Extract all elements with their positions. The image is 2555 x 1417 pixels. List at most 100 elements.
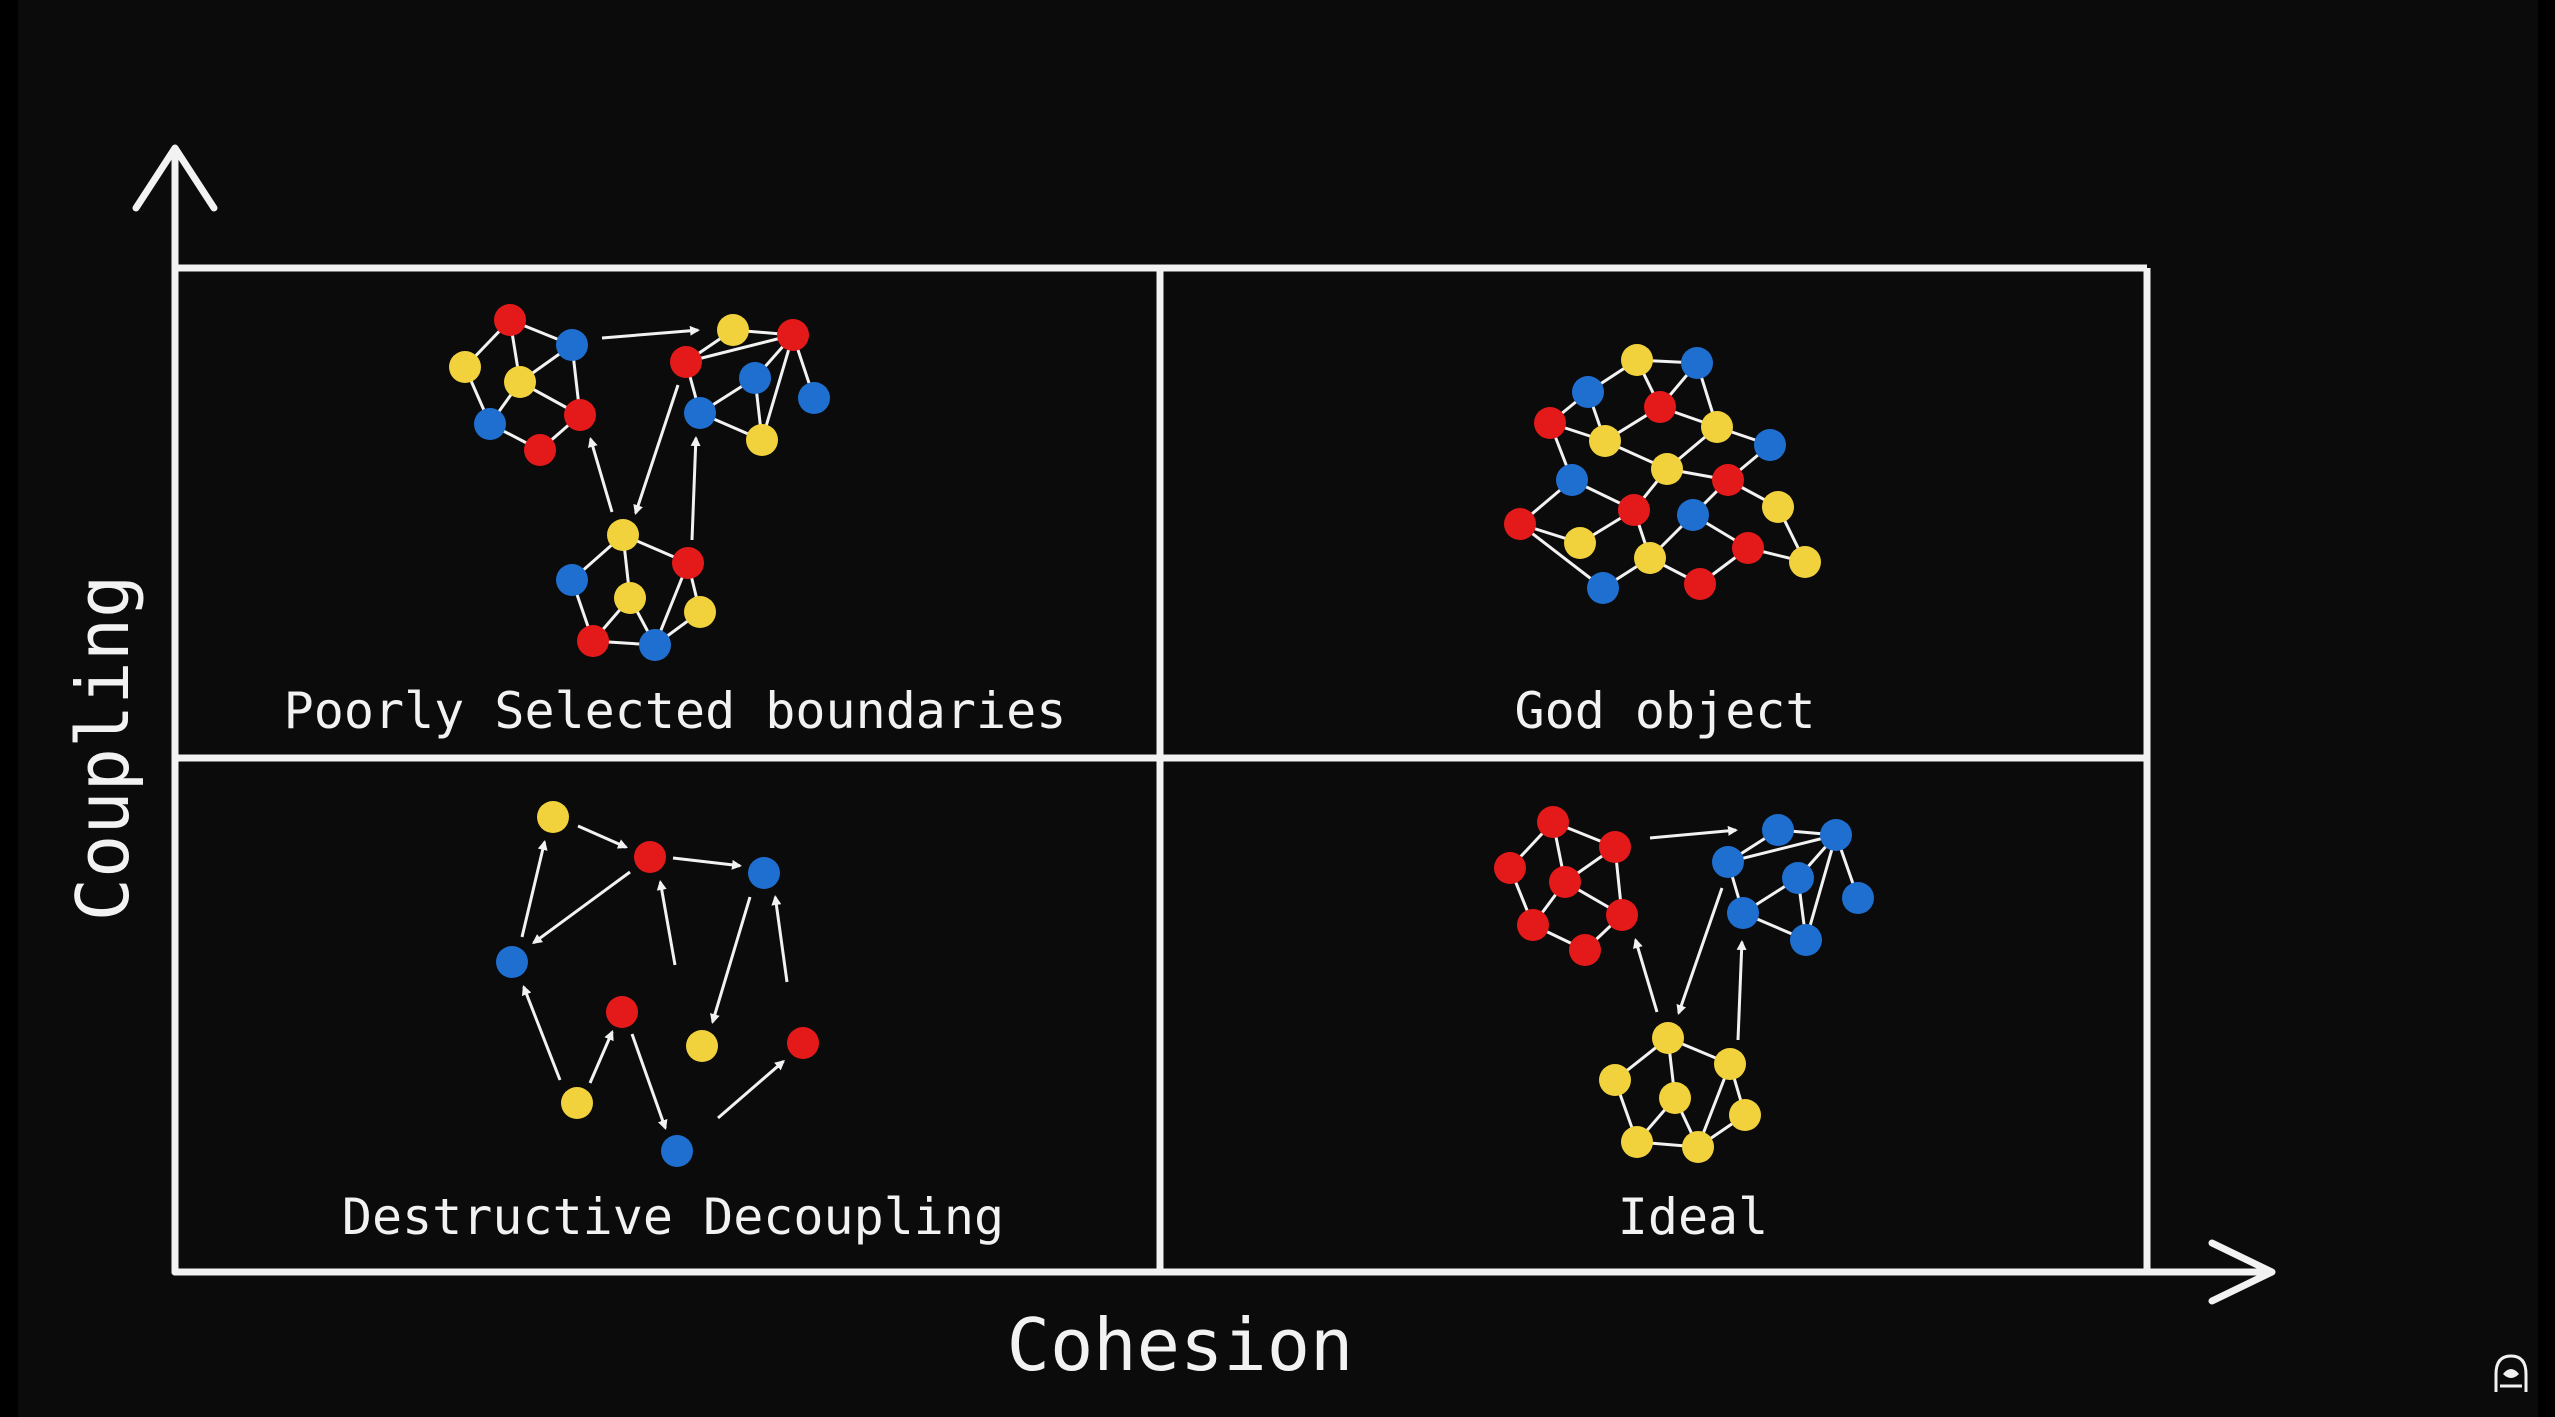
quadrant-label-top-left: Poorly Selected boundaries [284,682,1067,740]
tl-cluster-a-node [556,329,588,361]
dependency-arrow [672,856,742,870]
tl-cluster-c-node [577,625,609,657]
br-cluster-c-node [1729,1099,1761,1131]
tl-cluster-a-node [504,366,536,398]
br-cluster-a-node [1599,831,1631,863]
tl-cluster-a-node [449,351,481,383]
tr-cluster-node [1684,568,1716,600]
tl-cluster-a-node [474,408,506,440]
br-cluster-b-node [1712,846,1744,878]
tr-cluster-edge [1519,522,1604,590]
dependency-arrow [601,325,701,340]
tl-cluster-a-node [564,399,596,431]
dependency-arrow [630,1033,668,1131]
tr-cluster-node [1651,453,1683,485]
tr-cluster-node [1589,425,1621,457]
axes [132,144,2276,1305]
br-cluster-b-node [1762,814,1794,846]
tl-cluster-c-node [672,547,704,579]
dependency-arrow [1649,825,1738,840]
tr-cluster-node [1789,546,1821,578]
quadrant-label-bottom-right: Ideal [1618,1188,1769,1246]
tl-cluster-b-node [684,397,716,429]
dependency-arrow [520,840,548,938]
bl-node [496,946,528,978]
tl-cluster-c-node [607,519,639,551]
tl-cluster-b-node [777,319,809,351]
tr-cluster-node [1681,347,1713,379]
bl-node [634,841,666,873]
dependency-arrow [1736,940,1747,1041]
tr-cluster-node [1754,429,1786,461]
bl-node [561,1087,593,1119]
tl-cluster-b-node [746,424,778,456]
tl-cluster-c-node [639,629,671,661]
br-cluster-a-node [1494,852,1526,884]
tr-cluster-node [1634,542,1666,574]
br-cluster-b-node [1782,862,1814,894]
tr-cluster-node [1534,407,1566,439]
tr-cluster-node [1732,532,1764,564]
dependency-arrow [710,896,752,1024]
tl-cluster-c-node [556,564,588,596]
br-cluster-b-edge [1727,833,1837,864]
tr-cluster-node [1762,491,1794,523]
tr-cluster-node [1677,499,1709,531]
br-cluster-c-node [1621,1126,1653,1158]
tl-cluster-b-node [798,382,830,414]
dependency-arrow [577,824,629,849]
quadrant-label-bottom-left: Destructive Decoupling [342,1188,1004,1246]
dependency-arrow [1676,887,1724,1016]
y-axis-label: Coupling [61,575,145,922]
tr-cluster-node [1556,464,1588,496]
br-cluster-b-node [1820,819,1852,851]
dependency-arrow [690,436,701,541]
br-cluster-c-node [1714,1048,1746,1080]
tl-cluster-b-edge [760,334,795,441]
br-cluster-a-node [1517,909,1549,941]
tr-cluster-node [1621,344,1653,376]
tr-cluster-node [1572,376,1604,408]
tr-cluster-node [1564,527,1596,559]
graphs-layer [449,304,1874,1167]
dependency-arrow [656,879,677,966]
bl-node [537,801,569,833]
br-cluster-a-node [1606,899,1638,931]
tl-cluster-a-node [524,434,556,466]
br-cluster-a-node [1549,866,1581,898]
tr-cluster-node [1701,411,1733,443]
bl-node [661,1135,693,1167]
dependency-arrow [717,1059,785,1120]
br-cluster-b-node [1842,882,1874,914]
br-cluster-b-edge [1804,834,1838,941]
br-cluster-c-node [1652,1022,1684,1054]
y-axis-arrow-icon [132,144,218,212]
tl-cluster-c-node [684,596,716,628]
br-cluster-c-node [1659,1082,1691,1114]
x-axis-label: Cohesion [1007,1303,1354,1387]
tr-cluster-node [1712,464,1744,496]
tr-cluster-node [1504,508,1536,540]
tr-cluster-node [1618,494,1650,526]
diagram-background [18,0,2538,1417]
hooded-figure-icon [2492,1352,2530,1394]
x-axis-arrow-icon [2208,1239,2276,1305]
tl-cluster-b-node [670,346,702,378]
bl-node [606,996,638,1028]
tr-cluster-node [1644,391,1676,423]
dependency-arrow [771,895,789,983]
br-cluster-b-node [1727,897,1759,929]
dependency-arrow [521,985,562,1081]
tr-cluster-node [1587,572,1619,604]
tl-cluster-b-edge [685,333,794,364]
tl-cluster-b-node [717,314,749,346]
dependency-arrow [588,436,614,513]
br-cluster-c-node [1682,1131,1714,1163]
tl-cluster-c-node [614,582,646,614]
bl-node [748,857,780,889]
br-cluster-a-node [1569,934,1601,966]
bl-node [686,1030,718,1062]
dependency-arrow [1633,937,1659,1013]
tl-cluster-a-node [494,304,526,336]
